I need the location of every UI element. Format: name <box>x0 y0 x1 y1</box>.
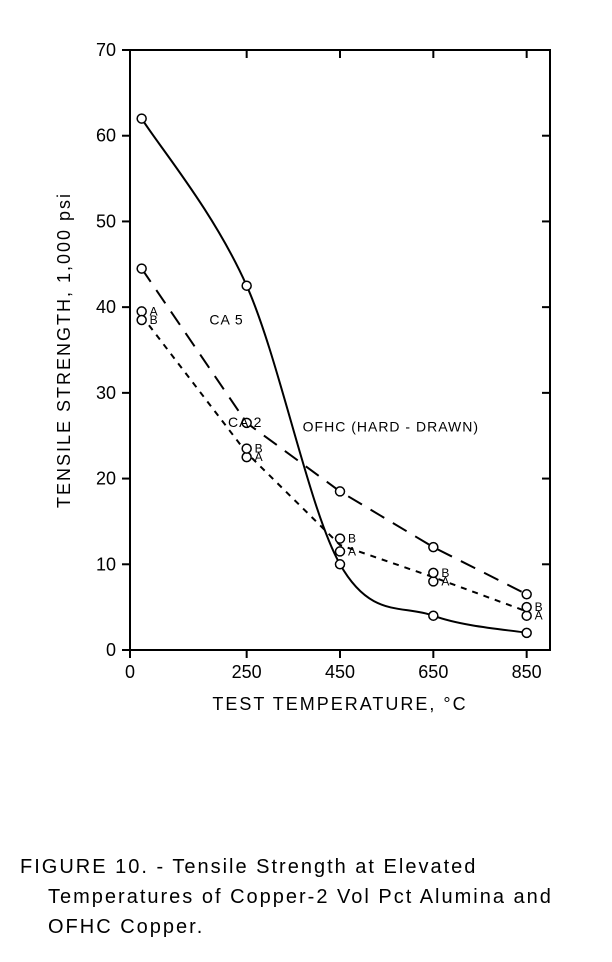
data-marker <box>336 534 345 543</box>
marker-tag: A <box>348 544 356 558</box>
figure-caption: FIGURE 10. - Tensile Strength at Elevate… <box>20 852 608 942</box>
y-tick-label: 50 <box>96 211 116 231</box>
y-tick-label: 70 <box>96 40 116 60</box>
series-ofhc <box>142 119 527 633</box>
y-tick-label: 0 <box>106 640 116 660</box>
marker-tag: B <box>535 600 543 614</box>
x-tick-label: 0 <box>125 662 135 682</box>
data-marker <box>242 281 251 290</box>
data-marker <box>522 603 531 612</box>
data-marker <box>336 560 345 569</box>
series-ca2 <box>142 316 527 612</box>
chart-container: 0 10 20 30 40 50 60 70 0 250 450 650 850 TEST TEMPERA… <box>20 20 592 840</box>
y-tick-label: 20 <box>96 469 116 489</box>
y-tick-label: 10 <box>96 554 116 574</box>
data-marker <box>336 487 345 496</box>
data-marker <box>522 628 531 637</box>
data-marker <box>429 568 438 577</box>
x-tick-label: 850 <box>512 662 542 682</box>
data-marker <box>242 444 251 453</box>
x-tick-label: 650 <box>418 662 448 682</box>
data-marker <box>137 114 146 123</box>
y-axis-label: TENSILE STRENGTH, 1,000 psi <box>54 192 74 508</box>
tensile-strength-chart: 0 10 20 30 40 50 60 70 0 250 450 650 850 TEST TEMPERA… <box>20 20 592 740</box>
data-marker <box>522 611 531 620</box>
data-marker <box>242 453 251 462</box>
data-marker <box>137 264 146 273</box>
series-label-ca5: CA 5 <box>209 311 243 327</box>
y-tick-label: 40 <box>96 297 116 317</box>
marker-tag: B <box>150 313 158 327</box>
data-marker <box>137 316 146 325</box>
marker-tag: B <box>441 566 449 580</box>
series-label-ca2: CA 2 <box>228 414 262 430</box>
data-marker <box>522 590 531 599</box>
x-tick-label: 250 <box>232 662 262 682</box>
data-marker <box>336 547 345 556</box>
data-marker <box>137 307 146 316</box>
series-label-ofhc: OFHC (HARD - DRAWN) <box>303 418 479 434</box>
y-tick-label: 30 <box>96 383 116 403</box>
data-marker <box>429 543 438 552</box>
marker-tag: B <box>255 442 263 456</box>
x-axis-label: TEST TEMPERATURE, °C <box>212 694 467 714</box>
data-marker <box>429 611 438 620</box>
y-tick-label: 60 <box>96 126 116 146</box>
x-tick-label: 450 <box>325 662 355 682</box>
marker-tag: B <box>348 532 356 546</box>
data-marker <box>429 577 438 586</box>
